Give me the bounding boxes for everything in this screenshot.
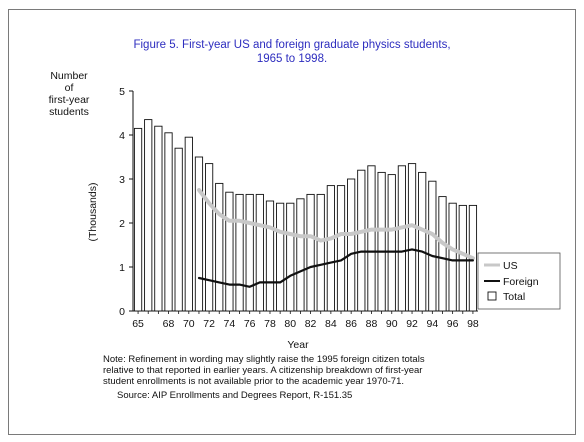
total-bar: [448, 202, 457, 312]
y-tick-label: 4: [119, 130, 125, 142]
us-series-line: [197, 188, 475, 261]
total-bar: [367, 165, 376, 312]
total-bar: [357, 169, 366, 312]
total-bar: [174, 147, 183, 312]
x-tick-label: 92: [406, 318, 418, 330]
total-bar: [265, 200, 275, 312]
note-line3: student enrollments is not available pri…: [103, 376, 404, 387]
legend-us-label: US: [503, 260, 518, 272]
y-axis-title-line3: first-year: [49, 94, 90, 106]
total-bar: [387, 174, 396, 312]
x-tick-label: 76: [244, 318, 256, 330]
total-bar: [306, 193, 315, 312]
total-bar: [194, 156, 204, 312]
x-axis-title: Year: [287, 339, 309, 351]
x-tick-label: 70: [183, 318, 195, 330]
x-tick-label: 74: [224, 318, 236, 330]
x-tick-label: 98: [467, 318, 479, 330]
legend-foreign-label: Foreign: [503, 276, 539, 288]
y-axis-title-line2: of: [65, 82, 74, 94]
x-tick-label: 94: [426, 318, 438, 330]
y-tick-label: 1: [119, 262, 125, 274]
y-tick-label: 2: [119, 218, 125, 230]
total-bar: [235, 193, 244, 312]
y-tick-label: 3: [119, 174, 125, 186]
legend-total-label: Total: [503, 291, 525, 303]
source-note: Source: AIP Enrollments and Degrees Repo…: [117, 390, 352, 401]
x-tick-label: 72: [203, 318, 215, 330]
total-bar: [428, 180, 437, 312]
total-bar: [133, 127, 143, 312]
total-bar: [347, 178, 356, 312]
legend: US Foreign Total: [477, 252, 561, 310]
x-tick-label: 88: [366, 318, 378, 330]
total-bar: [407, 163, 417, 312]
chart-title-line1: Figure 5. First-year US and foreign grad…: [133, 39, 450, 51]
chart-title-line2: 1965 to 1998.: [257, 53, 327, 65]
x-tick-label: 96: [447, 318, 459, 330]
x-tick-label: 90: [386, 318, 398, 330]
total-bar: [164, 132, 173, 312]
x-tick-label: 86: [345, 318, 357, 330]
y-tick-label: 0: [119, 306, 125, 318]
total-bar: [255, 193, 264, 312]
total-bar: [204, 163, 214, 312]
legend-total-box: [487, 291, 497, 301]
total-bar: [296, 198, 305, 312]
x-tick-label: 65: [132, 318, 144, 330]
total-bar: [225, 191, 234, 312]
foreign-series-line: [197, 248, 474, 288]
y-axis-side-label: (Thousands): [87, 183, 99, 242]
total-bar: [326, 185, 335, 312]
plot-area: 0 1 2 3 4 5 65 68 70 72 74 76 78 80 82 84 86 88 90 92 94 96 98: [119, 86, 479, 330]
total-bar: [215, 182, 224, 312]
total-bar: [276, 202, 285, 312]
x-tick-label: 84: [325, 318, 337, 330]
note-line1: Note: Refinement in wording may slightly…: [103, 354, 425, 365]
total-bar: [377, 171, 386, 312]
total-bar: [458, 204, 467, 312]
x-tick-label: 68: [163, 318, 175, 330]
total-bar: [316, 193, 325, 312]
y-axis-title-line4: students: [49, 106, 89, 118]
total-bar: [438, 196, 447, 312]
x-tick-label: 80: [284, 318, 296, 330]
y-tick-label: 5: [119, 86, 125, 98]
total-bar: [154, 125, 163, 312]
total-bar: [397, 165, 406, 312]
x-tick-label: 82: [305, 318, 317, 330]
total-bar: [286, 202, 295, 312]
total-bar: [184, 136, 193, 312]
x-tick-label: 78: [264, 318, 276, 330]
total-bar: [144, 119, 153, 312]
total-bar: [418, 171, 427, 312]
total-bar: [336, 185, 346, 312]
note-line2: relative to that reported in earlier yea…: [103, 365, 422, 376]
y-axis-title-line1: Number: [50, 70, 88, 82]
total-bar: [245, 193, 254, 312]
